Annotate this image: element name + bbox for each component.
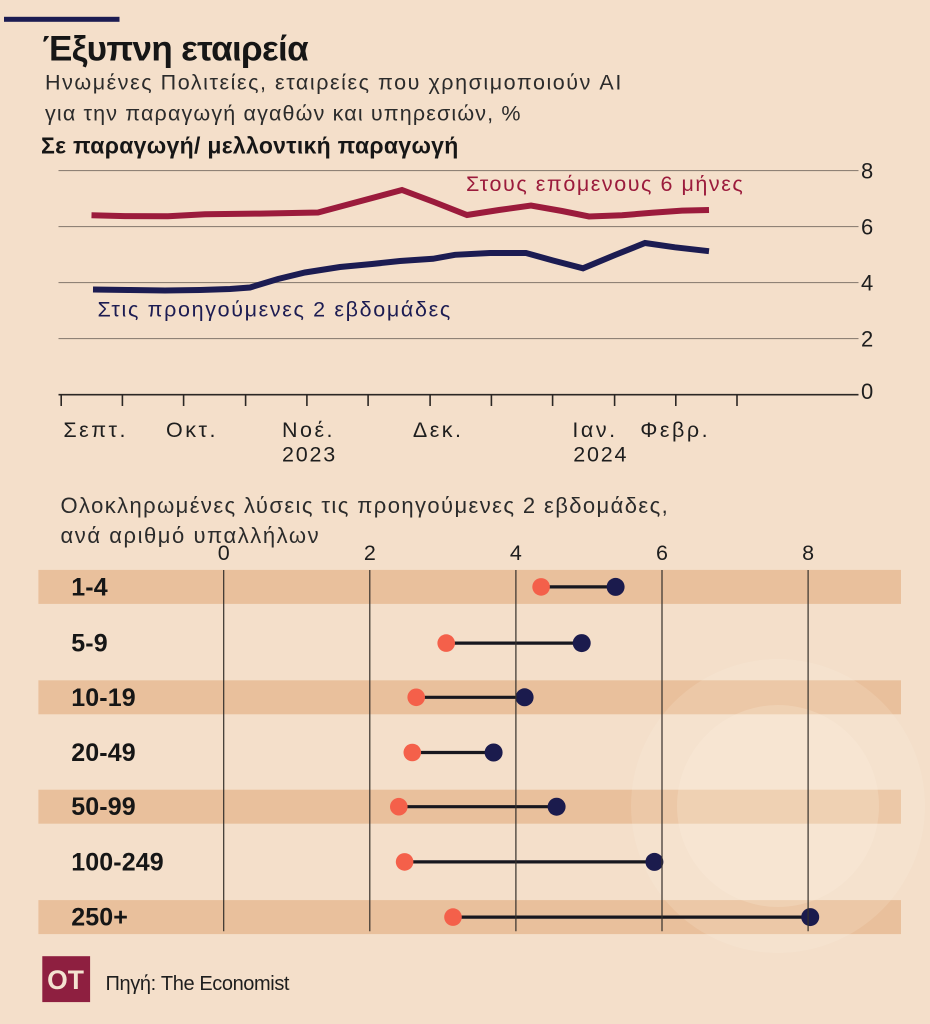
svg-text:Στους επόμενους 6 μήνες: Στους επόμενους 6 μήνες bbox=[466, 172, 744, 196]
svg-text:για την παραγωγή αγαθών και υπ: για την παραγωγή αγαθών και υπηρεσιών, % bbox=[45, 102, 522, 126]
svg-text:OT: OT bbox=[47, 965, 84, 995]
svg-text:4: 4 bbox=[510, 541, 522, 565]
svg-text:2024: 2024 bbox=[573, 443, 628, 467]
svg-text:Πηγή: The Economist: Πηγή: The Economist bbox=[106, 973, 290, 995]
svg-text:Σεπτ.: Σεπτ. bbox=[63, 418, 128, 442]
svg-text:Φεβρ.: Φεβρ. bbox=[640, 418, 710, 442]
svg-text:6: 6 bbox=[656, 541, 668, 565]
svg-text:Ολοκληρωμένες λύσεις τις προηγ: Ολοκληρωμένες λύσεις τις προηγούμενες 2 … bbox=[61, 493, 670, 518]
svg-text:Νοέ.: Νοέ. bbox=[282, 418, 335, 442]
svg-text:250+: 250+ bbox=[71, 904, 128, 932]
svg-text:0: 0 bbox=[218, 541, 230, 565]
svg-text:2: 2 bbox=[364, 541, 376, 565]
svg-text:100-249: 100-249 bbox=[71, 848, 163, 876]
svg-text:Οκτ.: Οκτ. bbox=[166, 418, 218, 442]
svg-text:ανά αριθμό υπαλλήλων: ανά αριθμό υπαλλήλων bbox=[61, 523, 321, 548]
svg-text:20-49: 20-49 bbox=[71, 739, 135, 767]
svg-text:8: 8 bbox=[861, 158, 873, 183]
svg-text:10-19: 10-19 bbox=[71, 684, 135, 712]
svg-text:2: 2 bbox=[861, 326, 873, 351]
svg-text:8: 8 bbox=[802, 541, 814, 565]
svg-text:2023: 2023 bbox=[282, 443, 337, 467]
svg-text:Σε παραγωγή/ μελλοντική παραγω: Σε παραγωγή/ μελλοντική παραγωγή bbox=[41, 133, 459, 159]
svg-text:4: 4 bbox=[861, 270, 873, 295]
svg-text:Ιαν.: Ιαν. bbox=[572, 418, 617, 442]
svg-text:Ηνωμένες Πολιτείες, εταιρείες: Ηνωμένες Πολιτείες, εταιρείες που χρησιμ… bbox=[45, 70, 623, 94]
svg-text:Έξυπνη εταιρεία: Έξυπνη εταιρεία bbox=[43, 30, 310, 69]
svg-text:6: 6 bbox=[861, 214, 873, 239]
svg-text:50-99: 50-99 bbox=[71, 793, 135, 821]
svg-text:1-4: 1-4 bbox=[71, 573, 107, 601]
svg-text:Στις προηγούμενες 2 εβδομάδες: Στις προηγούμενες 2 εβδομάδες bbox=[98, 297, 452, 321]
svg-text:Δεκ.: Δεκ. bbox=[413, 418, 464, 442]
svg-text:5-9: 5-9 bbox=[71, 630, 107, 658]
svg-text:0: 0 bbox=[861, 379, 873, 404]
